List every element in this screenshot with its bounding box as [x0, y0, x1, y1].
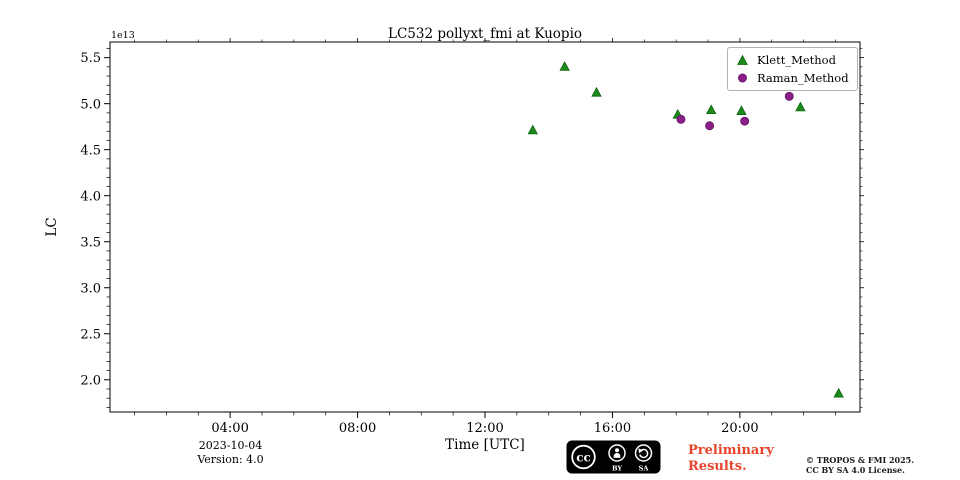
copyright-line1: © TROPOS & FMI 2025. [806, 455, 915, 465]
cc-by-person-icon [608, 444, 626, 462]
circle-marker [705, 121, 715, 131]
x-tick-label: 12:00 [466, 421, 503, 436]
x-tick-label: 16:00 [594, 421, 631, 436]
legend-item-klett: Klett_Method [735, 52, 850, 68]
x-tick-label: 08:00 [339, 421, 376, 436]
version-label: Version: 4.0 [197, 453, 264, 466]
plot-frame [109, 41, 861, 413]
legend-label-raman: Raman_Method [757, 71, 849, 85]
x-tick-label: 04:00 [211, 421, 248, 436]
circle-marker [740, 116, 750, 126]
x-axis-label: Time [UTC] [445, 437, 525, 453]
y-axis-label: LC [44, 217, 60, 237]
cc-by-label: BY [612, 465, 622, 473]
cc-sa-arrow-icon [634, 444, 653, 462]
x-tick-label: 20:00 [721, 421, 758, 436]
y-tick-label: 3.0 [80, 281, 101, 296]
circle-marker [676, 114, 686, 124]
y-tick-label: 2.5 [80, 327, 101, 342]
circle-marker-icon [738, 73, 747, 83]
y-tick-label: 2.0 [80, 373, 101, 388]
legend-circle-shape [738, 73, 747, 83]
triangle-marker [527, 124, 538, 135]
preliminary-note: Preliminary Results. [688, 443, 774, 475]
triangle-marker [706, 104, 717, 115]
y-axis-offset-label: 1e13 [111, 30, 135, 41]
legend: Klett_Method Raman_Method [727, 47, 858, 91]
data-points [527, 61, 844, 398]
circle-marker [784, 91, 794, 101]
cc-license-badge: cc BY SA [566, 440, 661, 474]
preliminary-line1: Preliminary [688, 443, 774, 458]
legend-label-klett: Klett_Method [757, 53, 836, 67]
tick-labels: 04:00 08:00 12:00 16:00 20:00 2.0 2.5 3.0 3.5 4.0… [80, 51, 758, 436]
legend-item-raman: Raman_Method [735, 70, 850, 86]
cc-logo-text: cc [576, 450, 591, 464]
cc-logo-circle [571, 444, 596, 470]
y-tick-label: 5.5 [80, 51, 101, 66]
preliminary-line2: Results. [688, 459, 747, 474]
triangle-marker-icon [737, 54, 748, 65]
legend-triangle-shape [737, 54, 748, 65]
triangle-marker [736, 105, 747, 115]
y-tick-label: 5.0 [80, 97, 101, 112]
copyright-note: © TROPOS & FMI 2025. CC BY SA 4.0 Licens… [806, 455, 914, 475]
triangle-marker [559, 61, 570, 71]
chart-title: LC532 pollyxt_fmi at Kuopio [387, 26, 583, 42]
y-tick-label: 3.5 [80, 235, 101, 250]
copyright-line2: CC BY SA 4.0 License. [806, 465, 905, 475]
y-tick-label: 4.0 [80, 189, 101, 204]
triangle-marker [591, 86, 602, 97]
triangle-marker [795, 101, 806, 112]
triangle-marker [833, 387, 844, 398]
axis-ticks [104, 38, 864, 418]
cc-sa-label: SA [639, 465, 650, 473]
y-tick-label: 4.5 [80, 143, 101, 158]
footer-date-block: 2023-10-04 Version: 4.0 [158, 439, 303, 467]
date-label: 2023-10-04 [198, 439, 263, 452]
